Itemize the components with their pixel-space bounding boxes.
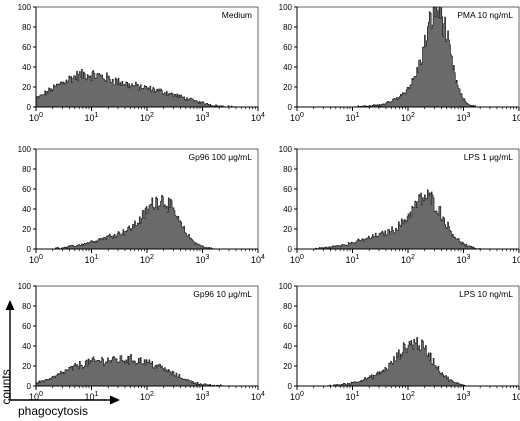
- histogram-panel: 0 20 40 60 80 100 100 101 102 103 104 Gp96 10 μg/mL: [18, 282, 265, 402]
- y-tick-label: 80: [283, 23, 292, 32]
- y-tick-label: 20: [283, 225, 292, 234]
- y-tick-label: 100: [18, 282, 32, 291]
- x-tick-label: 102: [140, 391, 154, 402]
- y-tick-label: 80: [283, 165, 292, 174]
- y-tick-label: 40: [22, 205, 31, 214]
- x-tick-label: 104: [512, 112, 520, 123]
- x-tick-label: 104: [251, 254, 265, 265]
- x-tick-label: 100: [290, 391, 304, 402]
- x-tick-label: 103: [457, 391, 471, 402]
- y-tick-label: 0: [288, 382, 293, 391]
- x-tick-label: 101: [85, 254, 99, 265]
- y-tick-label: 100: [279, 145, 293, 154]
- panel-title: Medium: [222, 10, 252, 20]
- y-tick-label: 100: [279, 3, 293, 12]
- x-tick-label: 104: [512, 391, 520, 402]
- histogram-area: [35, 354, 258, 387]
- y-tick-label: 20: [283, 362, 292, 371]
- x-tick-label: 104: [251, 112, 265, 123]
- axis-key-xlabel: phagocytosis: [18, 404, 88, 418]
- x-tick-label: 101: [85, 391, 99, 402]
- y-tick-label: 60: [283, 185, 292, 194]
- y-tick-label: 80: [22, 302, 31, 311]
- y-tick-label: 0: [288, 103, 293, 112]
- y-tick-label: 40: [22, 342, 31, 351]
- y-tick-label: 0: [288, 245, 293, 254]
- x-tick-label: 104: [512, 254, 520, 265]
- x-tick-label: 101: [346, 391, 360, 402]
- y-tick-label: 60: [283, 43, 292, 52]
- y-tick-label: 80: [22, 165, 31, 174]
- x-tick-label: 103: [196, 391, 210, 402]
- y-tick-label: 80: [283, 302, 292, 311]
- x-tick-label: 100: [290, 112, 304, 123]
- panel-title: LPS 10 ng/mL: [459, 289, 513, 299]
- y-tick-label: 60: [22, 322, 31, 331]
- y-tick-label: 100: [18, 3, 32, 12]
- x-tick-label: 101: [346, 254, 360, 265]
- y-tick-label: 0: [27, 245, 32, 254]
- histogram-panel: 0 20 40 60 80 100 100 101 102 103 104 Medium: [18, 3, 265, 123]
- panel-title: Gp96 100 μg/mL: [189, 152, 253, 162]
- x-tick-label: 103: [196, 112, 210, 123]
- x-tick-label: 103: [457, 254, 471, 265]
- x-tick-label: 100: [29, 112, 43, 123]
- y-tick-label: 80: [22, 23, 31, 32]
- x-tick-label: 100: [29, 391, 43, 402]
- histogram-area: [297, 6, 519, 108]
- x-tick-label: 102: [140, 112, 154, 123]
- y-tick-label: 100: [18, 145, 32, 154]
- histogram-area: [35, 195, 258, 250]
- x-tick-label: 101: [85, 112, 99, 123]
- x-tick-label: 104: [251, 391, 265, 402]
- histogram-area: [35, 69, 259, 108]
- axis-key: counts phagocytosis: [0, 300, 120, 418]
- histogram-panel: 0 20 40 60 80 100 100 101 102 103 104 LPS 1 μg/mL: [279, 145, 520, 265]
- x-tick-label: 102: [140, 254, 154, 265]
- x-tick-label: 102: [401, 391, 415, 402]
- panel-title: LPS 1 μg/mL: [464, 152, 514, 162]
- histogram-area: [296, 189, 519, 250]
- panel-title: Gp96 10 μg/mL: [193, 289, 252, 299]
- y-tick-label: 40: [283, 63, 292, 72]
- x-tick-label: 100: [29, 254, 43, 265]
- y-tick-label: 40: [283, 342, 292, 351]
- histogram-panel: 0 20 40 60 80 100 100 101 102 103 104 Gp96 100 μg/m…: [18, 145, 265, 265]
- y-tick-label: 20: [22, 83, 31, 92]
- x-tick-label: 102: [401, 112, 415, 123]
- y-tick-label: 100: [279, 282, 293, 291]
- y-tick-label: 60: [283, 322, 292, 331]
- panel-title: PMA 10 ng/mL: [457, 10, 513, 20]
- x-tick-label: 101: [346, 112, 360, 123]
- x-tick-label: 102: [401, 254, 415, 265]
- x-tick-label: 103: [457, 112, 471, 123]
- histogram-panel: 0 20 40 60 80 100 100 101 102 103 104 PMA 10 ng/mL: [279, 3, 520, 123]
- y-tick-label: 20: [22, 225, 31, 234]
- x-tick-label: 103: [196, 254, 210, 265]
- histogram-area: [297, 337, 519, 387]
- y-tick-label: 60: [22, 185, 31, 194]
- y-tick-label: 0: [27, 382, 32, 391]
- axis-key-ylabel: counts: [0, 369, 13, 404]
- y-tick-label: 40: [22, 63, 31, 72]
- y-tick-label: 0: [27, 103, 32, 112]
- y-tick-label: 20: [283, 83, 292, 92]
- x-tick-label: 100: [290, 254, 304, 265]
- histogram-panels: 0 20 40 60 80 100 100 101 102 103 104 Medium 0 20 40 60…: [18, 3, 520, 402]
- histogram-panel: 0 20 40 60 80 100 100 101 102 103 104 LPS 10 ng/mL: [279, 282, 520, 402]
- y-tick-label: 60: [22, 43, 31, 52]
- y-tick-label: 40: [283, 205, 292, 214]
- y-tick-label: 20: [22, 362, 31, 371]
